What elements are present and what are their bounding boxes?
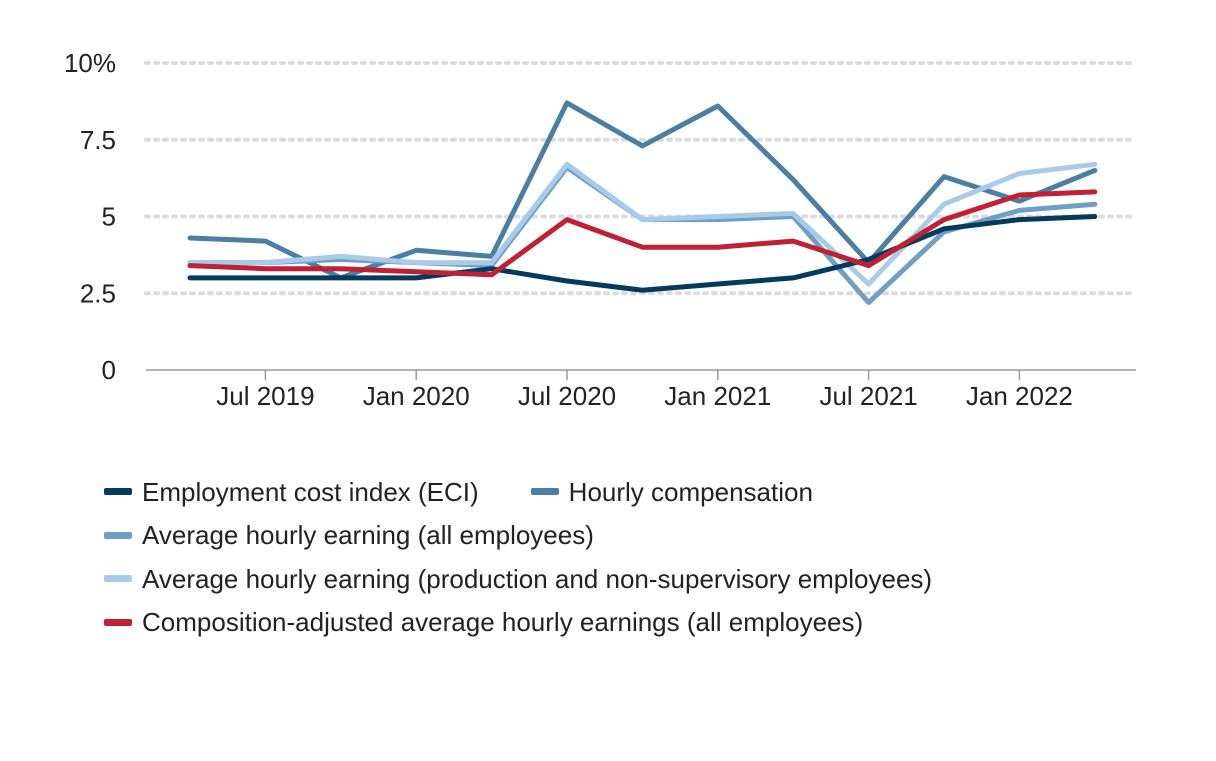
legend-item-composition-adjusted: Composition-adjusted average hourly earn… [104,607,863,637]
legend-item-eci: Employment cost index (ECI) [104,477,479,507]
legend-item-hourly-compensation: Hourly compensation [530,476,813,507]
legend-label-ahe-production: Average hourly earning (production and n… [142,563,933,594]
x-tick-label: Jan 2022 [966,381,1073,411]
x-tick-label: Jul 2021 [819,381,917,411]
y-tick-label: 7.5 [80,125,116,155]
y-tick-label: 2.5 [80,278,116,308]
legend-label-composition-adjusted: Composition-adjusted average hourly earn… [142,607,864,638]
series-line-hourly-compensation [187,100,1098,281]
legend-row: Average hourly earning (all employees) [104,514,1194,558]
legend-label-eci: Employment cost index (ECI) [142,476,479,507]
series-line-average-hourly-earning-all-employees [187,164,1098,305]
series-line-employment-cost-index-eci [187,214,1098,293]
y-tick-label: 0 [102,355,116,385]
legend-swatch-ahe-all [104,531,132,539]
legend-swatch-eci [104,488,132,496]
y-tick-label: 5 [102,202,116,232]
y-tick-label: 10% [64,48,116,78]
line-chart: 0 2.5 5 7.5 10% Jul 2019 Jan 2020 Jul 2020 Jan 2… [64,48,1138,411]
legend-label-hourly-compensation: Hourly compensation [568,476,813,507]
series-line-average-hourly-earning-production-and-non-supervisory-employees [187,161,1098,287]
chart-legend: Employment cost index (ECI) Hourly compe… [104,470,1194,644]
legend-item-ahe-all: Average hourly earning (all employees) [104,520,594,550]
legend-item-ahe-production: Average hourly earning (production and n… [104,564,932,594]
x-tick-label: Jan 2020 [363,381,470,411]
legend-row: Average hourly earning (production and n… [104,557,1194,601]
x-tick-label: Jan 2021 [664,381,771,411]
legend-label-ahe-all: Average hourly earning (all employees) [142,520,594,551]
legend-swatch-hourly-compensation [530,488,559,496]
series-line-composition-adjusted-average-hourly-earnings-all-employees [187,189,1098,278]
legend-row: Composition-adjusted average hourly earn… [104,601,1194,645]
legend-row: Employment cost index (ECI) Hourly compe… [104,470,1194,514]
x-tick-label: Jul 2019 [216,381,314,411]
legend-swatch-composition-adjusted [104,618,132,626]
x-tick-label: Jul 2020 [518,381,616,411]
legend-swatch-ahe-production [104,575,132,583]
